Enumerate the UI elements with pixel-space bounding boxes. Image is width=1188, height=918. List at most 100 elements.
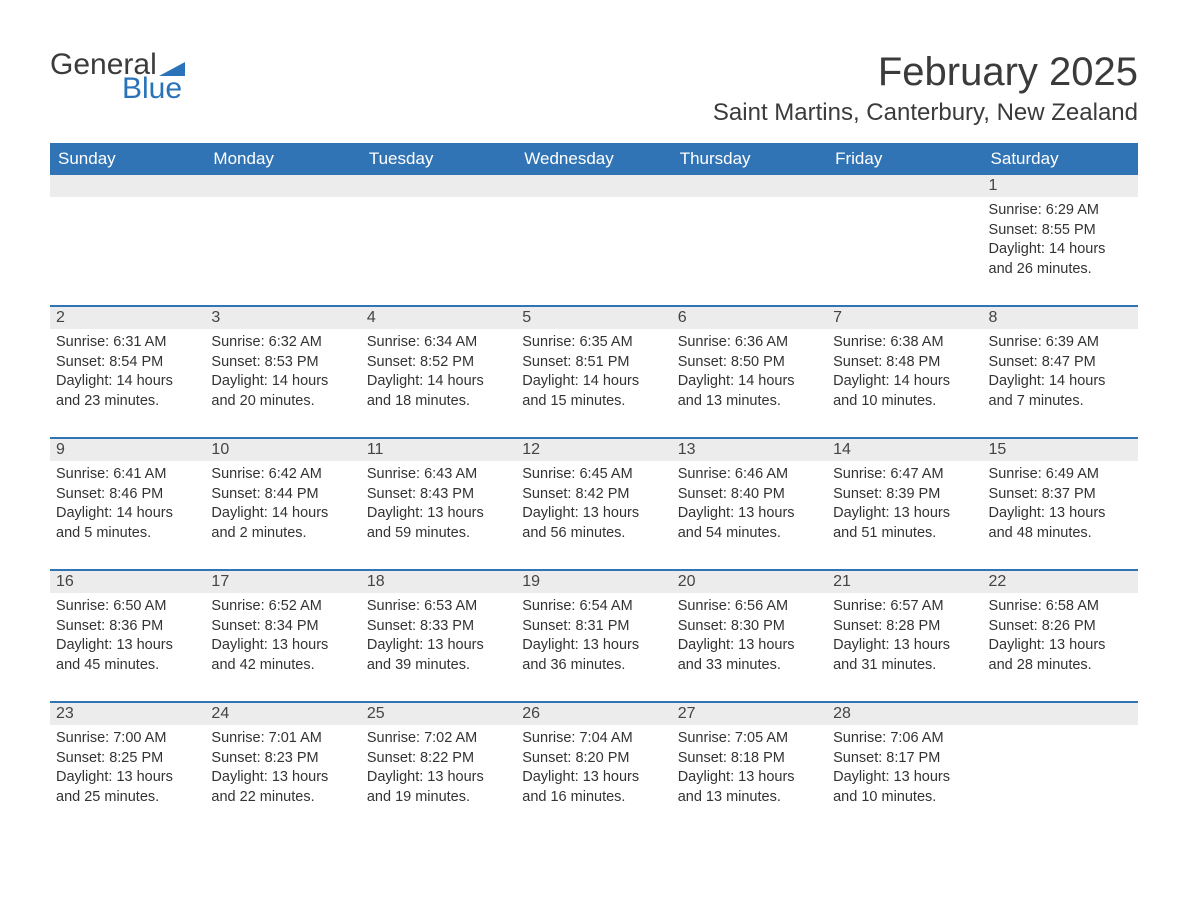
day-info-line: Sunset: 8:46 PM <box>56 485 199 505</box>
day-info-line: Daylight: 14 hours <box>833 372 976 392</box>
day-info-line: Daylight: 14 hours <box>989 240 1132 260</box>
day-data-row: Sunrise: 6:29 AMSunset: 8:55 PMDaylight:… <box>50 197 1138 305</box>
day-number <box>361 175 516 197</box>
day-number: 20 <box>672 571 827 593</box>
day-number: 8 <box>983 307 1138 329</box>
day-number: 6 <box>672 307 827 329</box>
day-number: 21 <box>827 571 982 593</box>
day-info-line: and 59 minutes. <box>367 524 510 544</box>
day-cell: Sunrise: 6:54 AMSunset: 8:31 PMDaylight:… <box>516 593 671 701</box>
day-info-line: and 54 minutes. <box>678 524 821 544</box>
day-cell <box>516 197 671 305</box>
header: General Blue February 2025 Saint Martins… <box>50 50 1138 139</box>
day-info-line: and 2 minutes. <box>211 524 354 544</box>
day-cell: Sunrise: 6:45 AMSunset: 8:42 PMDaylight:… <box>516 461 671 569</box>
day-number <box>516 175 671 197</box>
day-info-line: and 10 minutes. <box>833 392 976 412</box>
day-info-line: Daylight: 13 hours <box>522 504 665 524</box>
day-info-line: Sunrise: 6:29 AM <box>989 201 1132 221</box>
day-info-line: Sunrise: 6:36 AM <box>678 333 821 353</box>
day-number: 10 <box>205 439 360 461</box>
weekday-header-row: Sunday Monday Tuesday Wednesday Thursday… <box>50 143 1138 175</box>
weekday-header: Tuesday <box>361 143 516 175</box>
day-info-line: Sunrise: 6:49 AM <box>989 465 1132 485</box>
day-info-line: Sunrise: 6:43 AM <box>367 465 510 485</box>
day-info-line: and 22 minutes. <box>211 788 354 808</box>
day-cell <box>50 197 205 305</box>
day-cell: Sunrise: 7:06 AMSunset: 8:17 PMDaylight:… <box>827 725 982 833</box>
day-info-line: Daylight: 14 hours <box>56 504 199 524</box>
day-info-line: Sunrise: 6:47 AM <box>833 465 976 485</box>
day-number: 2 <box>50 307 205 329</box>
day-info-line: Daylight: 13 hours <box>833 636 976 656</box>
day-cell: Sunrise: 6:36 AMSunset: 8:50 PMDaylight:… <box>672 329 827 437</box>
day-info-line: and 18 minutes. <box>367 392 510 412</box>
day-number: 3 <box>205 307 360 329</box>
day-cell: Sunrise: 7:02 AMSunset: 8:22 PMDaylight:… <box>361 725 516 833</box>
day-number: 4 <box>361 307 516 329</box>
day-info-line: Sunset: 8:48 PM <box>833 353 976 373</box>
day-info-line: and 36 minutes. <box>522 656 665 676</box>
day-number <box>50 175 205 197</box>
day-info-line: Sunrise: 7:05 AM <box>678 729 821 749</box>
weekday-header: Saturday <box>983 143 1138 175</box>
day-data-row: Sunrise: 6:41 AMSunset: 8:46 PMDaylight:… <box>50 461 1138 569</box>
day-info-line: Sunrise: 6:31 AM <box>56 333 199 353</box>
day-number <box>205 175 360 197</box>
day-info-line: Sunset: 8:30 PM <box>678 617 821 637</box>
day-data-row: Sunrise: 6:50 AMSunset: 8:36 PMDaylight:… <box>50 593 1138 701</box>
day-info-line: Sunrise: 6:53 AM <box>367 597 510 617</box>
day-info-line: and 10 minutes. <box>833 788 976 808</box>
day-cell: Sunrise: 6:53 AMSunset: 8:33 PMDaylight:… <box>361 593 516 701</box>
day-info-line: Sunrise: 6:50 AM <box>56 597 199 617</box>
day-number: 27 <box>672 703 827 725</box>
day-number: 14 <box>827 439 982 461</box>
day-info-line: Sunset: 8:37 PM <box>989 485 1132 505</box>
title-block: February 2025 Saint Martins, Canterbury,… <box>713 50 1138 139</box>
day-info-line: and 39 minutes. <box>367 656 510 676</box>
day-cell: Sunrise: 6:58 AMSunset: 8:26 PMDaylight:… <box>983 593 1138 701</box>
day-info-line: Sunrise: 6:38 AM <box>833 333 976 353</box>
day-info-line: Sunrise: 6:41 AM <box>56 465 199 485</box>
day-info-line: Daylight: 13 hours <box>678 768 821 788</box>
weekday-header: Monday <box>205 143 360 175</box>
day-info-line: Sunset: 8:22 PM <box>367 749 510 769</box>
day-number: 18 <box>361 571 516 593</box>
day-number: 13 <box>672 439 827 461</box>
day-info-line: and 13 minutes. <box>678 788 821 808</box>
day-info-line: Daylight: 13 hours <box>211 768 354 788</box>
day-cell <box>205 197 360 305</box>
day-info-line: Sunrise: 6:42 AM <box>211 465 354 485</box>
day-info-line: Daylight: 13 hours <box>367 636 510 656</box>
day-number: 1 <box>983 175 1138 197</box>
day-number: 12 <box>516 439 671 461</box>
day-info-line: Daylight: 13 hours <box>678 504 821 524</box>
day-info-line: and 13 minutes. <box>678 392 821 412</box>
day-info-line: Sunset: 8:33 PM <box>367 617 510 637</box>
day-info-line: Sunrise: 7:06 AM <box>833 729 976 749</box>
day-info-line: Daylight: 13 hours <box>989 504 1132 524</box>
day-info-line: Sunrise: 6:56 AM <box>678 597 821 617</box>
day-cell: Sunrise: 6:52 AMSunset: 8:34 PMDaylight:… <box>205 593 360 701</box>
day-info-line: Sunset: 8:53 PM <box>211 353 354 373</box>
day-info-line: Daylight: 14 hours <box>56 372 199 392</box>
day-info-line: Sunrise: 6:58 AM <box>989 597 1132 617</box>
day-info-line: Sunset: 8:20 PM <box>522 749 665 769</box>
day-cell <box>672 197 827 305</box>
day-info-line: Sunset: 8:23 PM <box>211 749 354 769</box>
day-cell: Sunrise: 7:04 AMSunset: 8:20 PMDaylight:… <box>516 725 671 833</box>
day-info-line: and 5 minutes. <box>56 524 199 544</box>
day-number: 17 <box>205 571 360 593</box>
day-info-line: Sunrise: 7:00 AM <box>56 729 199 749</box>
day-info-line: Daylight: 13 hours <box>522 636 665 656</box>
day-info-line: Sunrise: 6:45 AM <box>522 465 665 485</box>
day-info-line: Sunrise: 6:34 AM <box>367 333 510 353</box>
day-cell: Sunrise: 6:39 AMSunset: 8:47 PMDaylight:… <box>983 329 1138 437</box>
day-cell: Sunrise: 7:00 AMSunset: 8:25 PMDaylight:… <box>50 725 205 833</box>
day-info-line: Sunrise: 6:52 AM <box>211 597 354 617</box>
day-cell: Sunrise: 6:47 AMSunset: 8:39 PMDaylight:… <box>827 461 982 569</box>
day-data-row: Sunrise: 7:00 AMSunset: 8:25 PMDaylight:… <box>50 725 1138 833</box>
day-number-row: 2345678 <box>50 305 1138 329</box>
day-info-line: Sunset: 8:39 PM <box>833 485 976 505</box>
day-info-line: Sunset: 8:52 PM <box>367 353 510 373</box>
